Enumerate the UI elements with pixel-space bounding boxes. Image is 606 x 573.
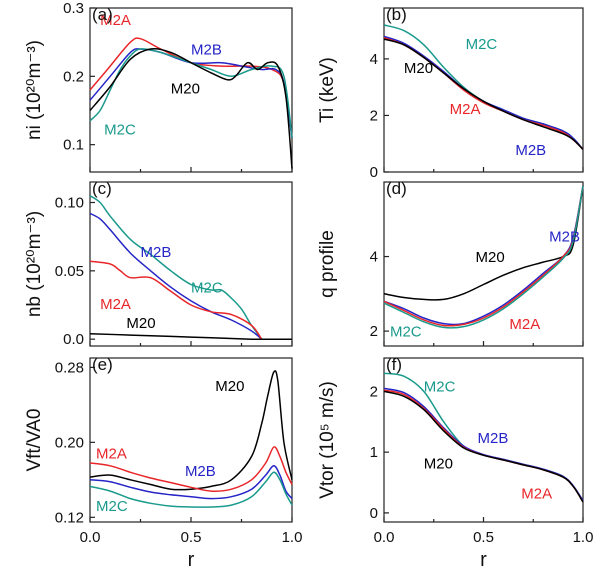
series-label-m2b: M2B: [515, 142, 546, 159]
series-line-m2c: [89, 195, 263, 340]
series-line-m2c: [89, 48, 293, 138]
x-tick-label: 0.5: [473, 529, 494, 546]
y-axis-label: Vtor (10⁵ m/s): [317, 381, 338, 499]
series-line-m2c: [383, 185, 584, 329]
y-tick-label: 1: [370, 444, 378, 461]
series-line-m2a: [89, 260, 263, 340]
series-line-m20: [383, 38, 584, 150]
plot-frame: [89, 181, 293, 347]
y-tick-label: 0.3: [63, 0, 84, 17]
series-label-m20: M20: [126, 315, 155, 332]
panel-label: (e): [92, 355, 113, 374]
y-tick-label: 0.0: [63, 331, 84, 348]
y-tick-label: 0.05: [55, 263, 84, 280]
x-tick-label: 0.5: [181, 529, 202, 546]
y-tick-label: 0: [370, 164, 378, 181]
y-tick-label: 0: [370, 505, 378, 522]
series-line-m2a: [383, 36, 584, 150]
series-label-m2b: M2B: [141, 244, 172, 261]
series-line-m2a: [383, 185, 584, 327]
series-line-m20: [89, 47, 293, 169]
series-line-m2b: [383, 35, 584, 150]
y-axis-label: ni (10²⁰m⁻³): [24, 40, 45, 140]
series-label-m2b: M2B: [191, 41, 222, 58]
panel-2: 0 2 4 M2C M20 M2A M2B (b) Ti (keV): [317, 5, 584, 181]
panel-label: (c): [92, 179, 112, 198]
series-label-m2a: M2A: [450, 101, 481, 118]
series-line-m2b: [89, 212, 263, 340]
x-tick-label: 0.0: [374, 529, 395, 546]
panel-6: 0 1 2 M2C M2B M20 M2A (f) Vtor (10⁵ m/s) 0.0 0.5 1.…: [317, 355, 593, 571]
series-label-m2a: M2A: [521, 485, 552, 502]
series-label-m2a: M2A: [96, 445, 127, 462]
panel-1: 0.1 0.2 0.3 M2A M2B M20 M2C (a) ni (10²⁰m⁻³): [24, 0, 293, 173]
series-label-m2b: M2B: [185, 463, 216, 480]
panel-label: (d): [386, 179, 407, 198]
y-tick-label: 4: [370, 51, 378, 68]
series-label-m20: M20: [404, 60, 433, 77]
series-label-m20: M20: [476, 249, 505, 266]
series-line-m2b: [89, 48, 293, 138]
panel-4: 2 4 M2B M20 M2C M2A (d) q profile: [317, 179, 584, 347]
series-line-m20: [89, 332, 292, 341]
series-line-m20: [89, 370, 293, 491]
series-line-m2a: [89, 446, 293, 492]
panel-label: (b): [386, 5, 407, 24]
series-label-m2c: M2C: [96, 498, 128, 515]
series-label-m2c: M2C: [104, 121, 136, 138]
series-label-m2a: M2A: [100, 296, 131, 313]
y-tick-label: 0.10: [55, 195, 84, 212]
y-tick-label: 4: [370, 249, 378, 266]
x-axis-label: r: [188, 549, 195, 571]
y-tick-label: 0.20: [55, 434, 84, 451]
series-label-m2b: M2B: [549, 229, 580, 246]
series-label-m2c: M2C: [424, 378, 456, 395]
panel-5: 0.12 0.20 0.28 M20 M2A M2B M2C (e) Vft/VA0 0.0 0.5…: [24, 355, 302, 571]
series-line-m20: [383, 390, 584, 503]
series-label-m2a: M2A: [509, 316, 540, 333]
x-tick-label: 1.0: [282, 529, 303, 546]
series-label-m2c: M2C: [191, 280, 223, 297]
y-axis-label: Ti (keV): [317, 57, 338, 123]
y-tick-label: 2: [370, 323, 378, 340]
plot-frame: [383, 7, 584, 173]
y-axis-label: nb (10²⁰m⁻³): [24, 211, 45, 317]
y-tick-label: 0.28: [55, 359, 84, 376]
x-tick-label: 1.0: [573, 529, 594, 546]
series-label-m20: M20: [424, 456, 453, 473]
panel-3: 0.0 0.05 0.10 M2B M2C M2A M20 (c) nb (10²⁰m⁻³): [24, 179, 293, 348]
y-axis-label: q profile: [317, 230, 338, 298]
y-tick-label: 0.1: [63, 137, 84, 154]
x-axis-label: r: [480, 549, 487, 571]
y-tick-label: 0.2: [63, 68, 84, 85]
series-line-m2c: [89, 471, 293, 508]
series-label-m2c: M2C: [466, 36, 498, 53]
series-label-m20: M20: [215, 378, 244, 395]
y-axis-label: Vft/VA0: [24, 408, 45, 471]
series-line-m2b: [89, 465, 293, 500]
y-tick-label: 0.12: [55, 509, 84, 526]
y-tick-label: 2: [370, 107, 378, 124]
series-label-m20: M20: [171, 80, 200, 97]
series-label-m2c: M2C: [390, 324, 422, 341]
panel-label: (a): [92, 5, 113, 24]
series-label-m2a: M2A: [100, 12, 131, 29]
panel-label: (f): [386, 355, 402, 374]
series-label-m2b: M2B: [478, 430, 509, 447]
y-tick-label: 2: [370, 383, 378, 400]
x-tick-label: 0.0: [80, 529, 101, 546]
